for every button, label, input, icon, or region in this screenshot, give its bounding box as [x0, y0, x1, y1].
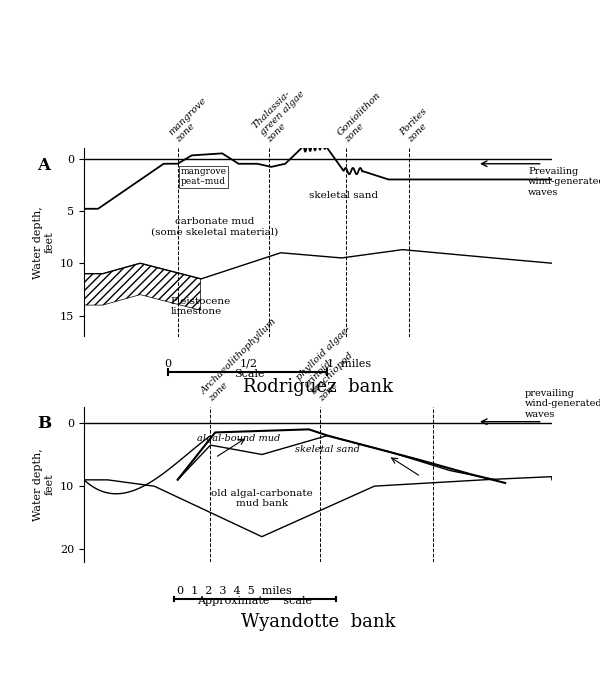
Text: old algal-carbonate
mud bank: old algal-carbonate mud bank	[211, 489, 313, 509]
Text: skeletal sand: skeletal sand	[309, 190, 379, 200]
Text: 1  miles: 1 miles	[327, 359, 371, 369]
Text: Archaeolithophyllum
zone: Archaeolithophyllum zone	[200, 318, 286, 404]
Text: Scale: Scale	[234, 369, 264, 379]
Text: Goniolithon
zone: Goniolithon zone	[335, 90, 389, 145]
Text: Porites
zone: Porites zone	[398, 106, 437, 145]
Text: algal-bound mud: algal-bound mud	[197, 434, 280, 444]
Text: Approximate    scale: Approximate scale	[197, 596, 313, 606]
Text: Rodriguez  bank: Rodriguez bank	[243, 378, 393, 396]
Text: Wyandotte  bank: Wyandotte bank	[241, 613, 395, 631]
Text: mangrove
zone: mangrove zone	[167, 96, 215, 145]
Y-axis label: Water depth,
feet: Water depth, feet	[33, 448, 55, 521]
Text: Prevailing
wind-generated
waves: Prevailing wind-generated waves	[528, 167, 600, 197]
Text: A: A	[37, 157, 50, 174]
Text: phylloid algae-
crinoid-
brachiopod
zone: phylloid algae- crinoid- brachiopod zone	[295, 324, 375, 404]
Text: skeletal sand: skeletal sand	[295, 445, 360, 454]
Text: Pleistocene
limestone: Pleistocene limestone	[170, 297, 231, 316]
Text: prevailing
wind-generated
waves: prevailing wind-generated waves	[525, 389, 600, 419]
Text: mangrove
peat–mud: mangrove peat–mud	[181, 167, 226, 186]
Text: Thalassia-
green algae
zone: Thalassia- green algae zone	[251, 82, 313, 145]
Y-axis label: Water depth,
feet: Water depth, feet	[33, 206, 55, 279]
Text: carbonate mud
(some skeletal material): carbonate mud (some skeletal material)	[151, 217, 278, 236]
Text: 0: 0	[164, 359, 172, 369]
Text: 1/2: 1/2	[240, 359, 258, 369]
Text: 0  1  2  3  4  5  miles: 0 1 2 3 4 5 miles	[177, 586, 292, 596]
Text: B: B	[37, 415, 52, 432]
